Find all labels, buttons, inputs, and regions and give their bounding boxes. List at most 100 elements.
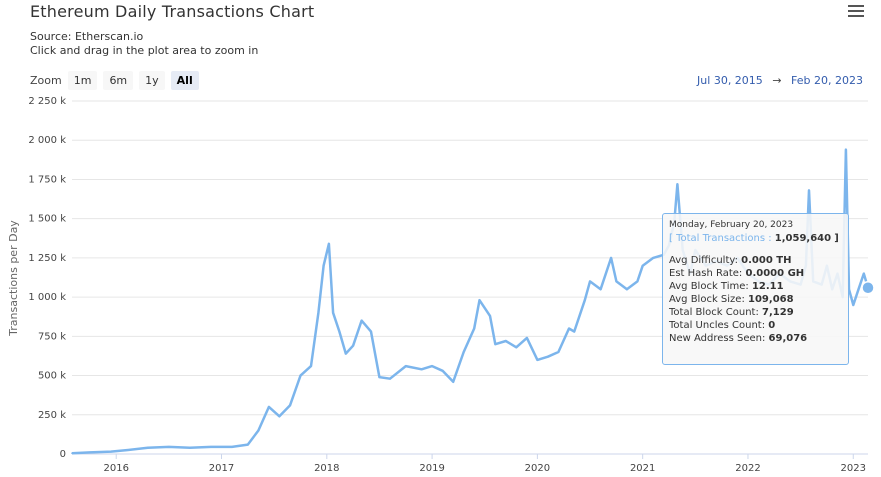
data-point (231, 446, 233, 448)
data-point (652, 257, 654, 259)
zoom-label: Zoom (30, 74, 62, 87)
data-point (852, 304, 855, 306)
data-point (599, 288, 602, 291)
y-tick-label: 750 k (38, 331, 66, 342)
data-point (247, 443, 249, 446)
tooltip-row: Avg Block Time: 12.11 (669, 281, 784, 292)
data-point (568, 327, 570, 330)
tooltip-row: Avg Block Size: 109,068 (669, 294, 794, 305)
data-point (808, 189, 810, 192)
data-point (473, 327, 476, 330)
tooltip-date: Monday, February 20, 2023 (669, 220, 794, 230)
y-tick-label: 1 250 k (28, 253, 66, 264)
tooltip-row: Total Block Count: 7,129 (669, 307, 794, 318)
data-point (573, 330, 575, 333)
data-point (278, 415, 281, 418)
data-point (168, 446, 170, 448)
data-point (420, 368, 423, 371)
x-tick-label: 2019 (419, 463, 444, 474)
x-axis-ticks: 2016 2017 2018 2019 2020 2021 2022 2023 (103, 463, 865, 474)
y-tick-label: 2 250 k (28, 96, 66, 107)
tooltip: Monday, February 20, 2023 [ Total Transa… (662, 213, 849, 365)
zoom-selector: Zoom 1m 6m 1y All (30, 71, 205, 90)
x-tick-label: 2018 (314, 463, 339, 474)
data-point (610, 257, 612, 259)
x-tick-label: 2020 (525, 463, 550, 474)
data-point (328, 243, 330, 245)
y-axis-title: Transactions per Day (7, 220, 20, 337)
data-point (489, 315, 491, 317)
data-point (626, 288, 628, 291)
data-point (452, 381, 455, 383)
data-point (615, 280, 618, 283)
x-tick-label: 2016 (103, 463, 128, 474)
hover-marker (861, 281, 875, 295)
y-tick-label: 0 (60, 449, 66, 460)
chart-title: Ethereum Daily Transactions Chart (30, 2, 315, 21)
data-point (641, 264, 644, 267)
data-point (636, 280, 639, 283)
data-point (589, 280, 591, 283)
zoom-1m-button[interactable]: 1m (67, 71, 98, 90)
range-from-input[interactable]: Jul 30, 2015 (697, 74, 763, 87)
x-tick-label: 2022 (735, 463, 760, 474)
data-point (289, 404, 291, 407)
data-point (370, 330, 372, 333)
data-point (857, 288, 860, 291)
data-point (431, 365, 433, 367)
data-point (71, 452, 73, 455)
data-point (332, 312, 334, 314)
tooltip-series-name: Total Transactions (676, 233, 766, 244)
data-point (322, 264, 325, 267)
date-range: Jul 30, 2015 → Feb 20, 2023 (697, 74, 863, 87)
tooltip-row: Total Uncles Count: 0 (669, 320, 776, 331)
y-tick-label: 1 000 k (28, 292, 66, 303)
data-point (360, 319, 363, 322)
tooltip-row: New Address Seen: 69,076 (669, 333, 808, 344)
y-tick-label: 1 500 k (28, 214, 66, 225)
data-point (557, 351, 560, 353)
data-point (110, 450, 112, 453)
data-point (584, 299, 586, 302)
x-tick-label: 2017 (209, 463, 234, 474)
data-point (536, 359, 539, 361)
tooltip-series-value: 1,059,640 (774, 233, 832, 244)
data-point (299, 374, 302, 377)
data-point (505, 340, 507, 342)
data-point (676, 183, 679, 185)
data-point (478, 299, 481, 302)
y-axis-ticks: 0 250 k 500 k 750 k 1 000 k 1 250 k 1 500 k 1 7… (28, 96, 66, 460)
zoom-6m-button[interactable]: 6m (103, 71, 134, 90)
range-arrow: → (772, 74, 782, 87)
hamburger-menu-icon[interactable] (848, 5, 864, 19)
data-point (89, 451, 91, 454)
data-point (405, 365, 407, 367)
tooltip-row: Avg Difficulty: 0.000 TH (669, 255, 792, 266)
y-tick-label: 500 k (38, 371, 66, 382)
data-point (378, 376, 381, 378)
tooltip-series: [ Total Transactions : 1,059,640 ] (669, 232, 848, 245)
data-point (345, 352, 347, 355)
data-point (352, 344, 354, 347)
data-point (126, 449, 128, 451)
data-point (210, 446, 212, 448)
zoom-1y-button[interactable]: 1y (139, 71, 165, 90)
zoom-all-button[interactable]: All (170, 71, 199, 90)
data-point (845, 148, 847, 151)
chart-subtitle: Source: Etherscan.io Click and drag in t… (30, 30, 258, 58)
x-tick-label: 2021 (630, 463, 655, 474)
data-point (389, 377, 391, 380)
tooltip-row: Est Hash Rate: 0.0000 GH (669, 268, 805, 279)
data-point (257, 429, 260, 432)
range-to-input[interactable]: Feb 20, 2023 (791, 74, 863, 87)
data-point (317, 312, 320, 314)
source-text: Source: Etherscan.io (30, 30, 144, 43)
data-point (494, 343, 497, 346)
y-tick-label: 250 k (38, 410, 66, 421)
data-point (338, 330, 341, 333)
data-point (515, 346, 518, 349)
data-point (462, 351, 465, 353)
data-point (863, 272, 865, 275)
tooltip-separator: : (768, 233, 772, 244)
x-tick-label: 2023 (841, 463, 866, 474)
